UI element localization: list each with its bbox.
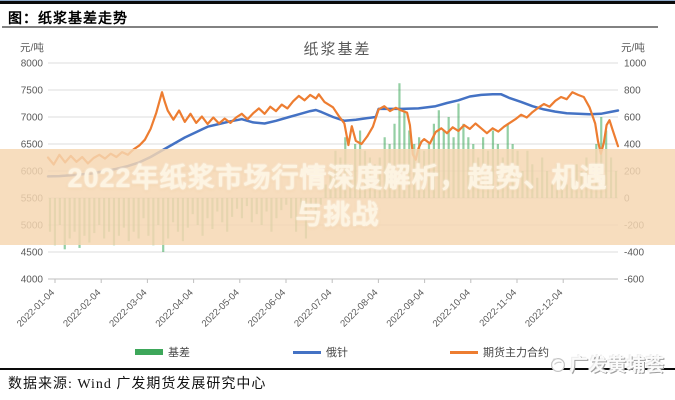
chart-legend: 基差 俄针 期货主力合约 — [0, 344, 675, 360]
svg-text:2022-11-04: 2022-11-04 — [477, 287, 519, 329]
legend-item-basis: 基差 — [135, 344, 190, 360]
svg-text:800: 800 — [624, 86, 641, 97]
ruzhen-swatch — [293, 350, 321, 354]
legend-label-futures: 期货主力合约 — [483, 347, 549, 359]
legend-item-ruzhen: 俄针 — [293, 344, 348, 360]
svg-text:2022-07-04: 2022-07-04 — [292, 287, 334, 329]
svg-text:2022-02-04: 2022-02-04 — [61, 287, 103, 329]
svg-text:-600: -600 — [624, 275, 644, 286]
svg-text:2022-03-04: 2022-03-04 — [107, 287, 149, 329]
svg-text:600: 600 — [624, 113, 641, 124]
headline-line2: 与挑战 — [295, 200, 380, 230]
futures-line — [46, 91, 620, 166]
svg-text:2022-06-04: 2022-06-04 — [246, 287, 288, 329]
svg-text:6500: 6500 — [21, 140, 44, 151]
chart-title: 纸浆基差 — [303, 41, 372, 58]
svg-text:4500: 4500 — [21, 248, 44, 259]
figure-label: 图：纸浆基差走势 — [8, 12, 128, 27]
right-axis-unit: 元/吨 — [621, 42, 645, 54]
svg-text:2022-04-04: 2022-04-04 — [154, 287, 196, 329]
svg-text:2022-05-04: 2022-05-04 — [200, 287, 242, 329]
x-axis-labels: 2022-01-04 2022-02-04 2022-03-04 2022-04-04… — [15, 279, 565, 329]
svg-text:2022-01-04: 2022-01-04 — [15, 287, 57, 329]
svg-text:4000: 4000 — [21, 275, 44, 286]
svg-text:2022-12-04: 2022-12-04 — [523, 287, 565, 329]
svg-text:2022-10-04: 2022-10-04 — [431, 287, 473, 329]
top-rule-black — [0, 1, 675, 4]
svg-text:7000: 7000 — [21, 113, 44, 124]
header-divider — [2, 26, 658, 28]
basis-swatch — [135, 349, 163, 355]
left-axis-unit: 元/吨 — [20, 42, 44, 54]
futures-swatch — [450, 350, 478, 354]
data-source-text: 数据来源: Wind 广发期货发展研究中心 — [8, 377, 267, 392]
svg-text:7500: 7500 — [21, 86, 44, 97]
footer-divider — [0, 368, 675, 370]
legend-label-basis: 基差 — [168, 347, 190, 359]
top-rule-blue — [0, 0, 675, 1]
headline-line1: 2022年纸浆市场行情深度解析，趋势、机遇 — [67, 163, 608, 193]
svg-text:400: 400 — [624, 140, 641, 151]
brand-logo-icon — [550, 357, 566, 373]
brand-watermark: 广发黄埔荟 — [549, 351, 665, 377]
brand-watermark-text: 广发黄埔荟 — [570, 355, 665, 375]
headline-overlay: 2022年纸浆市场行情深度解析，趋势、机遇 与挑战 — [0, 149, 675, 245]
svg-text:1000: 1000 — [624, 59, 647, 70]
legend-label-ruzhen: 俄针 — [326, 347, 348, 359]
svg-text:-400: -400 — [624, 248, 644, 259]
svg-text:8000: 8000 — [21, 59, 44, 70]
svg-text:2022-09-04: 2022-09-04 — [385, 287, 427, 329]
svg-text:2022-08-04: 2022-08-04 — [338, 287, 380, 329]
legend-item-futures: 期货主力合约 — [450, 344, 549, 360]
